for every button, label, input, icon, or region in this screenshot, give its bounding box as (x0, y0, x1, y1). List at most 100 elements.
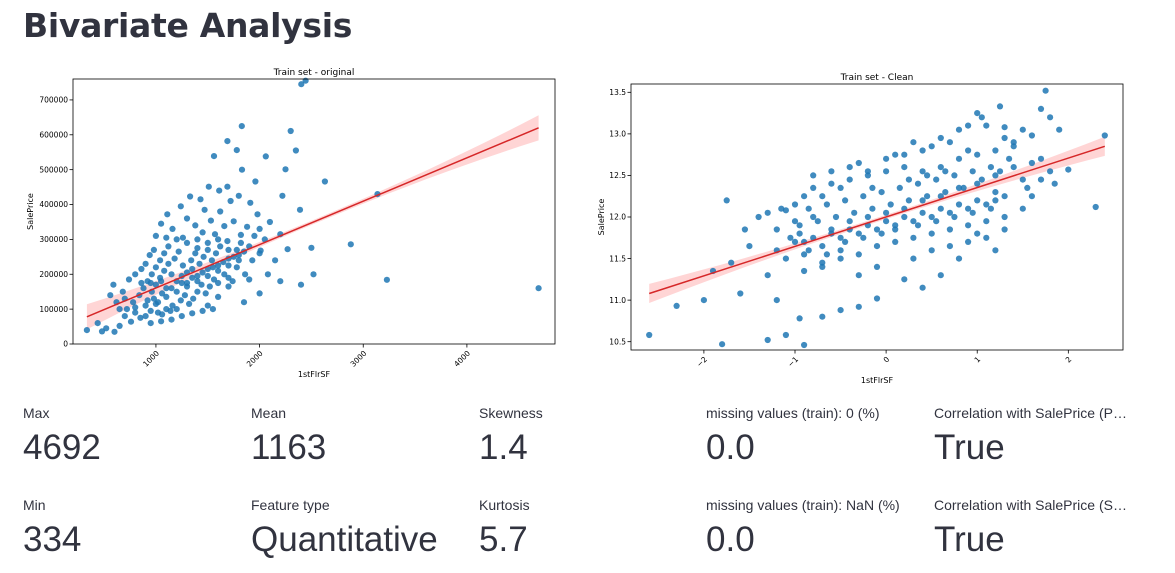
scatter-point (242, 271, 249, 278)
scatter-point (1024, 184, 1031, 191)
metric-skewness-value: 1.4 (479, 428, 528, 467)
scatter-point (157, 257, 164, 264)
scatter-point (901, 151, 908, 158)
scatter-point (111, 328, 118, 335)
scatter-point (773, 226, 780, 233)
scatter-point (150, 246, 157, 253)
scatter-point (791, 201, 799, 208)
scatter-point (211, 231, 219, 238)
scatter-point (646, 331, 653, 339)
scatter-point (94, 320, 101, 327)
y-tick-label: 13.0 (609, 130, 626, 139)
x-tick-label: 4000 (452, 349, 472, 369)
scatter-point (208, 257, 215, 264)
scatter-point (1092, 203, 1099, 211)
scatter-point (992, 247, 999, 254)
scatter-point (179, 234, 186, 241)
scatter-point (159, 290, 166, 297)
scatter-point (673, 302, 680, 309)
scatter-point (266, 218, 273, 226)
scatter-point (177, 297, 184, 304)
scatter-point (137, 314, 144, 321)
scatter-point (723, 197, 730, 204)
scatter-chart-clean-svg: Train set - Clean −2 −1 0 1 2 10.5 11.0 11.5 12.0… (597, 73, 1124, 384)
scatter-point (919, 147, 926, 154)
scatter-point (192, 222, 199, 229)
scatter-point (892, 226, 899, 233)
scatter-point (910, 218, 917, 225)
scatter-point (974, 151, 981, 158)
scatter-point (183, 215, 191, 222)
scatter-point (728, 259, 735, 266)
scatter-point (1051, 180, 1058, 187)
scatter-point (225, 262, 232, 269)
scatter-point (225, 246, 232, 253)
scatter-point (173, 306, 180, 313)
scatter-point (883, 209, 890, 216)
scatter-point (132, 271, 139, 278)
scatter-point (855, 159, 862, 167)
scatter-point (901, 276, 908, 283)
scatter-point (996, 168, 1004, 175)
scatter-point (147, 307, 154, 314)
scatter-point (992, 189, 999, 196)
scatter-point (878, 189, 885, 196)
scatter-point (161, 250, 168, 257)
scatter-point (992, 172, 999, 179)
scatter-point (152, 281, 159, 288)
scatter-point (215, 279, 222, 287)
scatter-point (914, 222, 922, 229)
scatter-point (158, 220, 165, 227)
scatter-point (819, 313, 826, 320)
scatter-point (801, 193, 808, 200)
scatter-point (983, 218, 990, 225)
scatter-point (928, 247, 935, 254)
scatter-point (310, 271, 317, 278)
scatter-point (308, 244, 315, 251)
scatter-point (227, 197, 234, 205)
x-tick-label: −2 (695, 355, 709, 369)
scatter-point (147, 320, 154, 327)
scatter-point (719, 341, 726, 348)
x-tick-label: 0 (881, 355, 891, 365)
scatter-point (98, 328, 106, 335)
scatter-point (919, 197, 926, 204)
scatter-point (146, 252, 153, 259)
scatter-point (883, 155, 890, 162)
scatter-point (919, 209, 926, 216)
scatter-point (209, 306, 216, 313)
scatter-point (175, 248, 182, 255)
scatter-point (969, 209, 976, 216)
x-tick-label: 2000 (245, 349, 265, 369)
scatter-point (933, 218, 940, 225)
scatter-point (169, 302, 176, 309)
scatter-point (965, 122, 972, 129)
scatter-point (177, 203, 184, 210)
metric-corr-spearman: Correlation with SalePrice (Spe… True (934, 497, 1134, 561)
scatter-point (284, 246, 291, 253)
scatter-point (200, 253, 207, 260)
scatter-point (1001, 134, 1008, 142)
scatter-point (796, 230, 803, 237)
scatter-point (158, 278, 165, 285)
scatter-point (194, 288, 201, 295)
scatter-point (209, 264, 216, 271)
y-tick-label: 600000 (39, 130, 68, 139)
scatter-point (235, 192, 242, 199)
scatter-point (837, 184, 844, 191)
scatter-point (264, 271, 271, 278)
scatter-point (855, 251, 862, 258)
scatter-point (819, 193, 826, 200)
scatter-point (168, 271, 175, 278)
metric-missing-zero-value: 0.0 (706, 428, 755, 467)
scatter-point (814, 218, 821, 225)
scatter-point (163, 285, 170, 292)
metric-min-label: Min (23, 497, 46, 513)
scatter-point (951, 172, 958, 179)
scatter-point (791, 238, 799, 245)
scatter-point (140, 285, 147, 292)
scatter-point (1010, 143, 1017, 150)
scatter-point (791, 218, 799, 225)
scatter-chart-original: Train set - original 1000 2000 3000 4000 0 100… (18, 66, 566, 384)
scatter-point (132, 304, 139, 311)
